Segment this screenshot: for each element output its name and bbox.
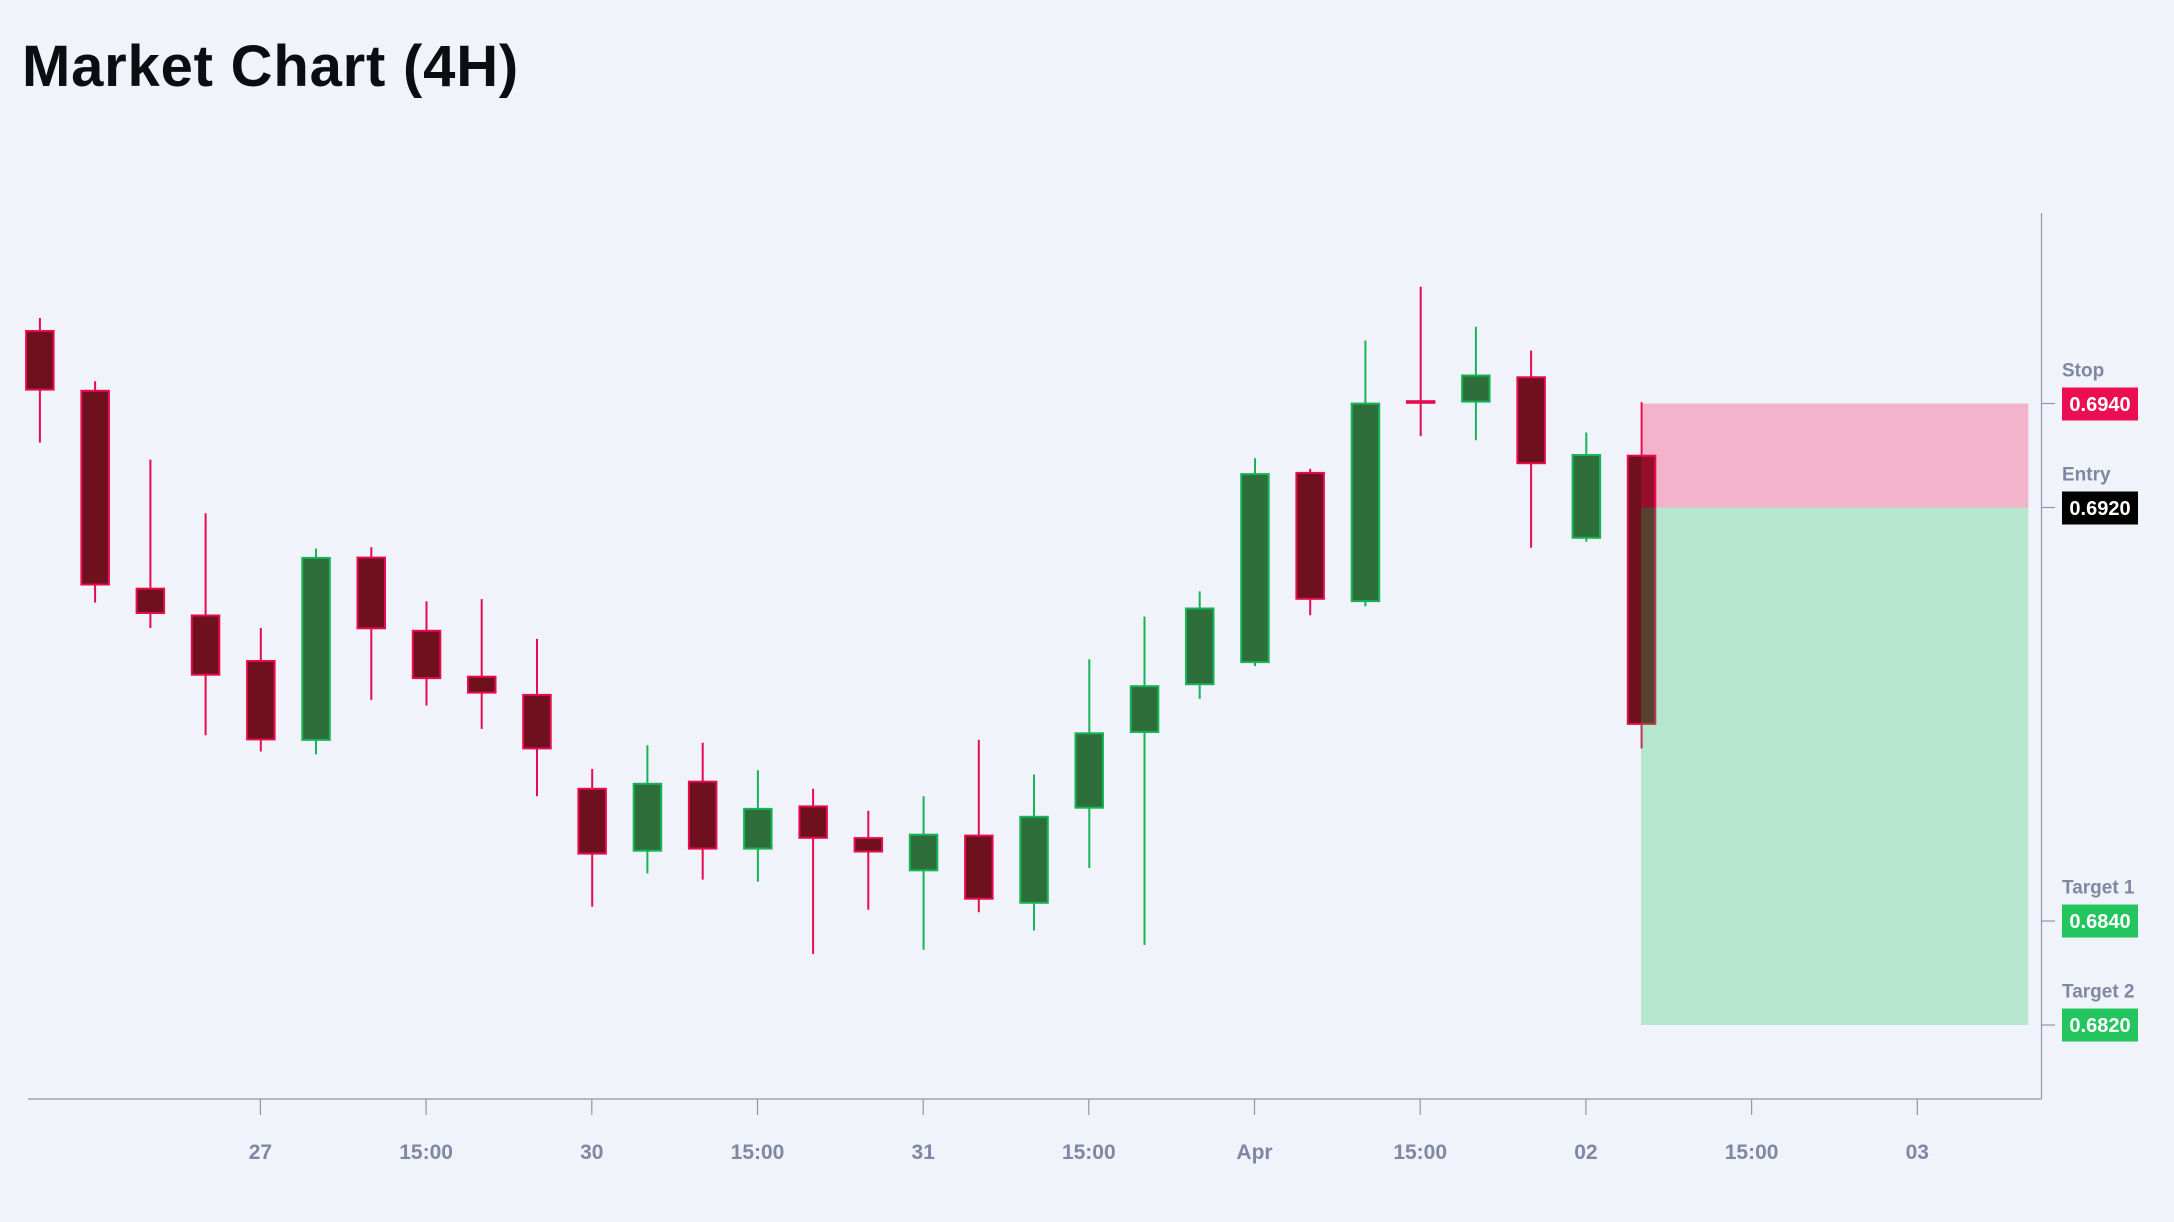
svg-text:03: 03: [1906, 1141, 1929, 1164]
svg-text:15:00: 15:00: [1725, 1141, 1779, 1164]
svg-text:0.6820: 0.6820: [2069, 1015, 2130, 1037]
svg-text:15:00: 15:00: [1062, 1141, 1116, 1164]
svg-text:02: 02: [1574, 1141, 1597, 1164]
svg-text:31: 31: [912, 1141, 936, 1164]
svg-text:15:00: 15:00: [731, 1141, 785, 1164]
svg-text:15:00: 15:00: [399, 1141, 453, 1164]
svg-text:0.6840: 0.6840: [2069, 911, 2130, 933]
svg-text:30: 30: [580, 1141, 603, 1164]
svg-text:27: 27: [249, 1141, 272, 1164]
svg-text:0.6940: 0.6940: [2069, 394, 2130, 416]
svg-text:Market Chart (4H): Market Chart (4H): [22, 34, 519, 99]
svg-text:0.6920: 0.6920: [2069, 498, 2130, 520]
svg-text:Target 2: Target 2: [2062, 982, 2135, 1003]
svg-text:Stop: Stop: [2062, 361, 2104, 382]
svg-text:Target 1: Target 1: [2062, 878, 2135, 899]
svg-text:Apr: Apr: [1236, 1141, 1272, 1164]
svg-text:Entry: Entry: [2062, 465, 2111, 486]
svg-text:15:00: 15:00: [1393, 1141, 1447, 1164]
